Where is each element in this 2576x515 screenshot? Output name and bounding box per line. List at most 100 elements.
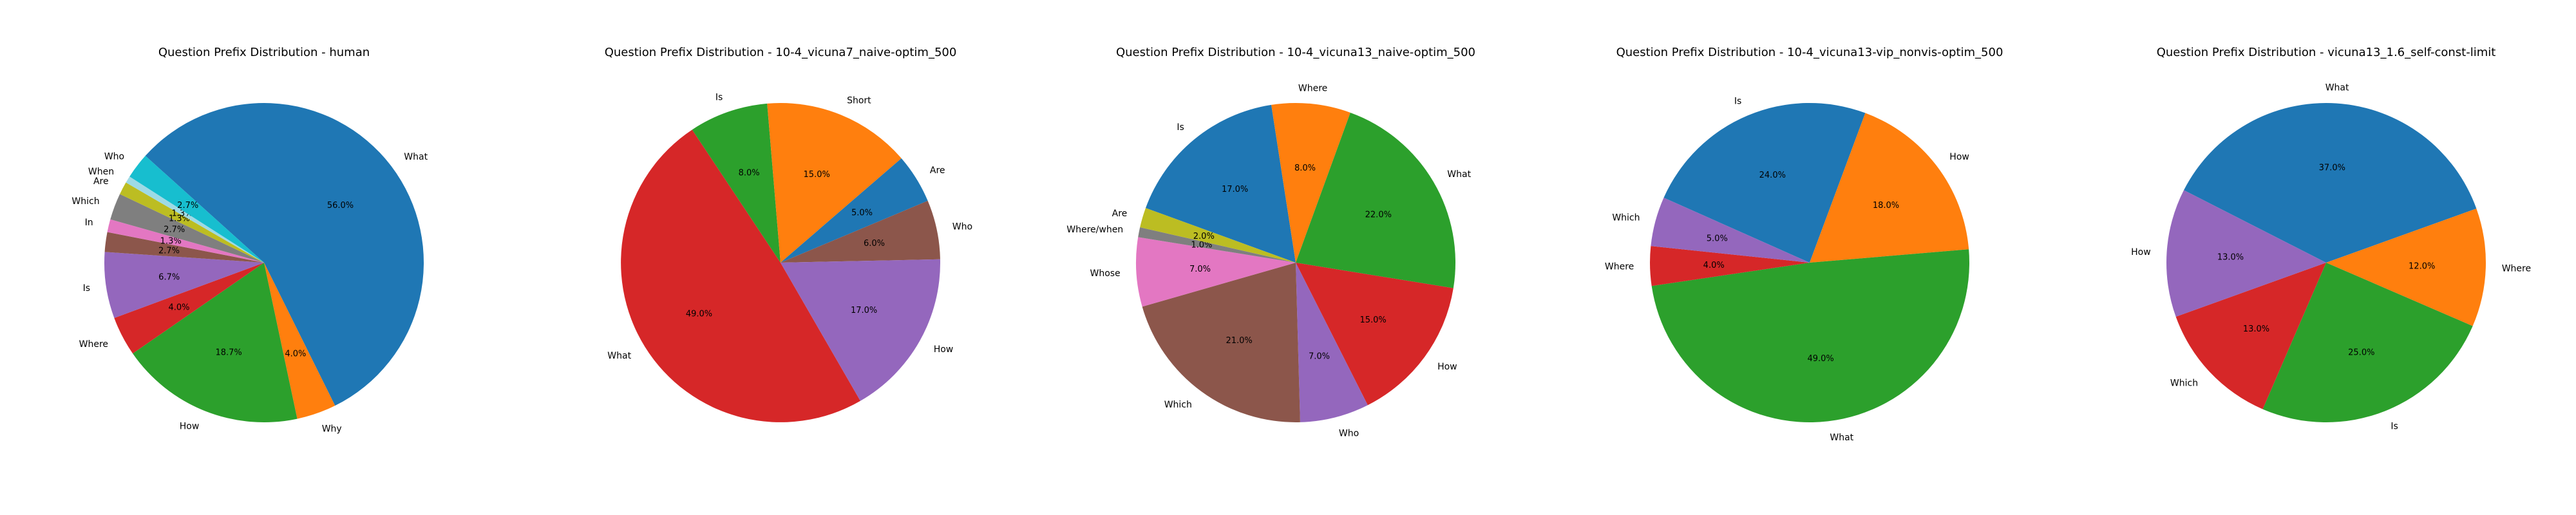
pie-panel-3: Question Prefix Distribution - 10-4_vicu…: [1066, 46, 1475, 439]
slice-percent-label: 18.7%: [215, 348, 242, 357]
slice-category-label: What: [1447, 169, 1471, 180]
slice-percent-label: 15.0%: [804, 170, 830, 180]
slice-percent-label: 6.7%: [158, 272, 180, 282]
slice-percent-label: 4.0%: [1703, 261, 1725, 270]
slice-category-label: Who: [1339, 429, 1359, 439]
slice-percent-label: 13.0%: [2243, 324, 2269, 334]
slice-category-label: Who: [952, 221, 972, 232]
slice-percent-label: 4.0%: [285, 350, 306, 359]
pie-slice: [2262, 263, 2473, 422]
pie-slice: [1663, 102, 1866, 263]
pie-panel-4: Question Prefix Distribution - 10-4_vicu…: [1605, 46, 2003, 443]
slice-percent-label: 5.0%: [851, 209, 873, 218]
pie-slice: [1296, 112, 1455, 288]
chart-title: Question Prefix Distribution - 10-4_vicu…: [1616, 46, 2003, 59]
slice-category-label: How: [180, 422, 200, 432]
pie-slice: [264, 263, 336, 419]
slice-category-label: Which: [71, 196, 99, 207]
slice-category-label: Are: [1112, 209, 1128, 219]
slice-category-label: Whose: [1090, 268, 1120, 279]
slice-percent-label: 56.0%: [327, 201, 354, 211]
pie-slice: [129, 156, 264, 263]
slice-percent-label: 37.0%: [2319, 164, 2345, 173]
chart-title: Question Prefix Distribution - 10-4_vicu…: [1116, 46, 1475, 59]
slice-category-label: How: [1437, 362, 1457, 372]
slice-category-label: Are: [93, 176, 109, 187]
slice-percent-label: 12.0%: [2409, 262, 2435, 272]
pie-slice: [126, 176, 264, 263]
pie-slice: [1651, 198, 1810, 263]
pie-slice: [2166, 190, 2326, 317]
pie-slices: 56.0% What 4.0% Why 18.7% How 4.0% Where 6.7% Is 2…: [71, 103, 428, 435]
pie-slice: [1140, 208, 1296, 263]
slice-category-label: What: [607, 351, 631, 361]
pie-panel-5: Question Prefix Distribution - vicuna13_…: [2131, 46, 2531, 432]
slice-percent-label: 15.0%: [1359, 315, 1386, 325]
slice-percent-label: 17.0%: [1222, 185, 1248, 194]
slice-percent-label: 1.3%: [160, 237, 182, 247]
slice-category-label: Which: [1164, 400, 1192, 410]
slice-percent-label: 8.0%: [1294, 164, 1316, 173]
slice-category-label: How: [2131, 247, 2151, 258]
slice-category-label: Where: [79, 339, 108, 350]
pie-slices: 49.0% What 8.0% Is 15.0% Short 5.0% Are 6.0% Who 1…: [607, 92, 972, 422]
pie-slice: [1650, 246, 1810, 286]
slice-category-label: In: [85, 218, 93, 228]
pie-slice: [107, 219, 264, 263]
slice-category-label: Is: [83, 283, 90, 294]
slice-percent-label: 2.7%: [177, 201, 198, 211]
chart-title: Question Prefix Distribution - human: [158, 46, 370, 59]
slice-percent-label: 5.0%: [1707, 234, 1728, 244]
slice-category-label: What: [404, 152, 428, 162]
slice-category-label: Why: [322, 424, 342, 435]
slice-percent-label: 2.7%: [164, 225, 185, 235]
pie-slice: [692, 103, 781, 263]
pie-slices: 24.0% Is 18.0% How 49.0% What 4.0% Where 5.0% Whi…: [1605, 97, 1969, 443]
pie-slice: [104, 232, 264, 263]
slice-percent-label: 2.0%: [1193, 232, 1215, 241]
pie-slice: [621, 129, 860, 422]
pie-panel-2: Question Prefix Distribution - 10-4_vicu…: [605, 46, 972, 422]
pie-slice: [133, 263, 298, 422]
slice-category-label: What: [1830, 433, 1853, 443]
slice-category-label: Is: [2391, 422, 2398, 432]
slice-category-label: Is: [715, 92, 723, 102]
pie-slices: 37.0% What 12.0% Where 25.0% Is 13.0% Which 13.0…: [2131, 83, 2531, 432]
slice-percent-label: 21.0%: [1226, 336, 1252, 346]
pie-slice: [2326, 208, 2486, 326]
pie-slices: 17.0% Is 8.0% Where 22.0% What 15.0% How 7.0% Who…: [1066, 84, 1471, 439]
slice-category-label: Where: [1298, 84, 1327, 94]
slice-category-label: Short: [847, 95, 871, 106]
slice-category-label: Is: [1734, 97, 1741, 107]
slice-category-label: What: [2325, 83, 2349, 93]
pie-slice: [104, 252, 264, 318]
slice-percent-label: 7.0%: [1189, 265, 1211, 274]
pie-slice: [1296, 263, 1368, 422]
slice-category-label: Where/when: [1066, 225, 1123, 235]
slice-category-label: Who: [104, 152, 124, 162]
pie-slice: [1142, 263, 1300, 422]
slice-percent-label: 22.0%: [1365, 211, 1392, 220]
slice-percent-label: 18.0%: [1873, 201, 1899, 211]
slice-category-label: How: [1949, 152, 1969, 162]
slice-percent-label: 7.0%: [1309, 351, 1330, 361]
slice-category-label: Where: [1605, 262, 1634, 272]
slice-percent-label: 24.0%: [1759, 171, 1786, 180]
pie-slice: [145, 103, 424, 406]
slice-category-label: Are: [930, 165, 945, 176]
slice-category-label: Which: [2170, 379, 2198, 389]
slice-percent-label: 17.0%: [851, 306, 877, 315]
pie-slice: [1651, 249, 1969, 423]
pie-slice: [1271, 103, 1350, 263]
pie-slice: [781, 158, 928, 263]
pie-slice: [110, 194, 264, 263]
pie-slice: [120, 182, 264, 263]
slice-percent-label: 49.0%: [1807, 354, 1833, 364]
slice-percent-label: 1.0%: [1191, 241, 1212, 250]
chart-title: Question Prefix Distribution - 10-4_vicu…: [605, 46, 957, 59]
pie-slice: [114, 263, 264, 354]
slice-percent-label: 6.0%: [864, 239, 885, 248]
slice-category-label: How: [934, 344, 954, 355]
pie-slice: [1296, 263, 1454, 406]
